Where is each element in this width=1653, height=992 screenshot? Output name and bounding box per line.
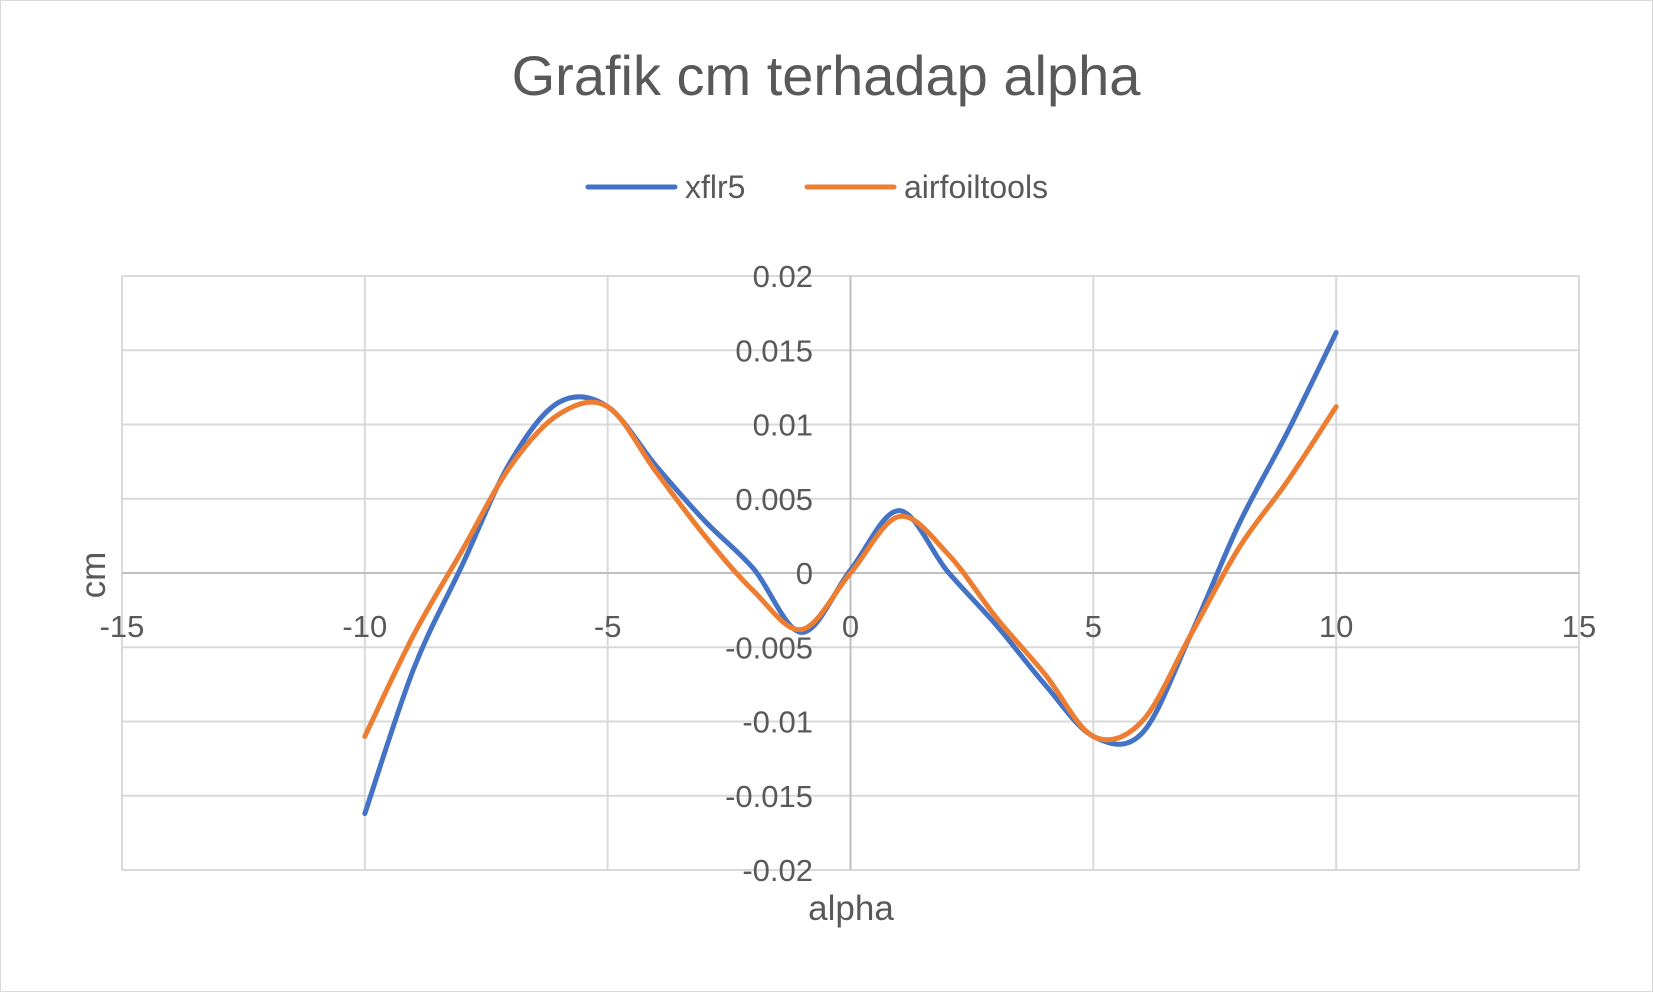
legend-label: airfoiltools xyxy=(904,169,1048,205)
y-tick-label: 0.005 xyxy=(735,482,813,517)
y-tick-label: -0.005 xyxy=(725,630,813,665)
x-tick-label: 15 xyxy=(1562,609,1596,644)
y-tick-labels: 0.02 0.015 0.01 0.005 0 -0.005 -0.01 -0.015 -0.0… xyxy=(725,259,813,888)
y-tick-label: -0.02 xyxy=(742,853,813,888)
chart-title: Grafik cm terhadap alpha xyxy=(512,44,1142,107)
y-tick-label: 0.015 xyxy=(735,333,813,368)
x-tick-label: -5 xyxy=(594,609,622,644)
y-tick-label: 0.01 xyxy=(753,408,813,443)
x-tick-labels: -15 -10 -5 0 5 10 15 xyxy=(100,609,1597,644)
x-tick-label: 0 xyxy=(842,609,859,644)
y-tick-label: -0.01 xyxy=(742,705,813,740)
x-axis-title: alpha xyxy=(808,889,894,928)
y-tick-label: 0 xyxy=(796,556,813,591)
series-lines xyxy=(362,329,1339,817)
y-axis-title: cm xyxy=(74,552,113,599)
legend: xflr5 airfoiltools xyxy=(585,169,1048,205)
x-tick-label: 10 xyxy=(1319,609,1353,644)
series-line-airfoiltools xyxy=(362,399,1339,743)
x-tick-label: -15 xyxy=(100,609,145,644)
x-tick-label: 5 xyxy=(1085,609,1102,644)
legend-label: xflr5 xyxy=(685,169,745,205)
x-tick-label: -10 xyxy=(342,609,387,644)
y-tick-label: -0.015 xyxy=(725,779,813,814)
y-tick-label: 0.02 xyxy=(753,259,813,294)
